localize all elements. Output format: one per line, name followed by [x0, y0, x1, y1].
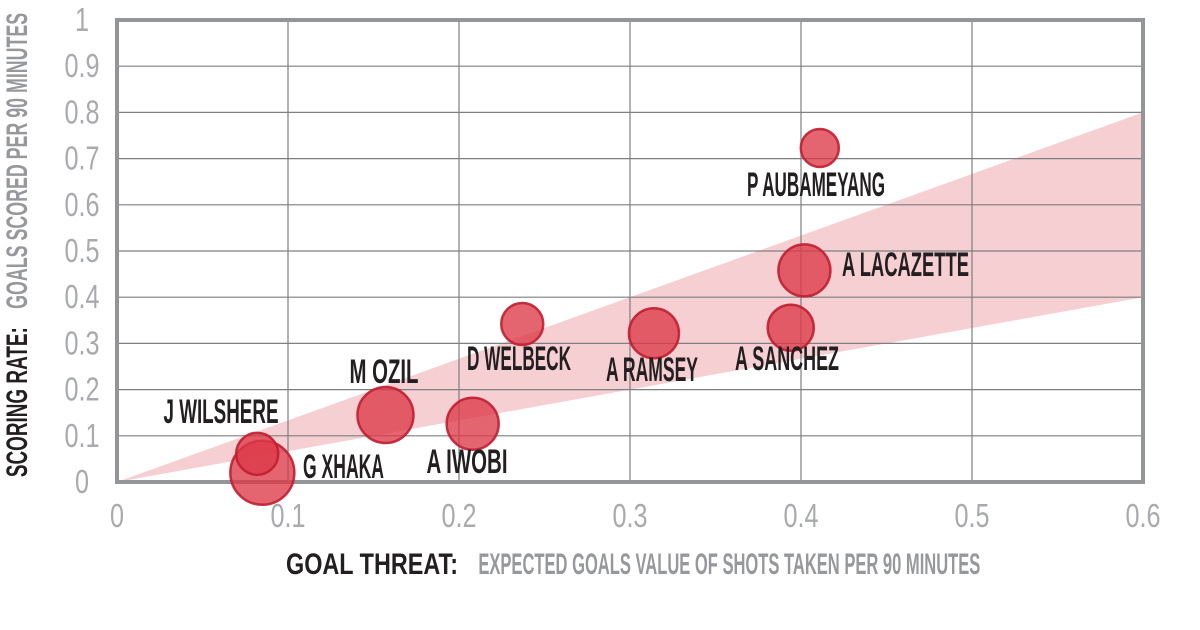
x-axis-title-strong: GOAL THREAT:: [286, 548, 458, 581]
x-tick-label: 0.3: [613, 497, 648, 534]
point-label-g-xhaka: G XHAKA: [303, 448, 384, 486]
x-tick-label: 0.1: [271, 497, 306, 534]
bubble-a-lacazette: [777, 243, 832, 298]
y-axis-tick-labels: 0 0.1 0.2 0.3 0.4 0.5 0.6 0.7 0.8 0.9 1: [65, 1, 100, 500]
x-tick-label: 0.4: [784, 497, 819, 534]
y-tick-label: 0.8: [65, 93, 100, 130]
bubble-p-aubameyang: [799, 127, 841, 169]
x-tick-label: 0: [110, 497, 124, 534]
y-axis-title: SCORING RATE: GOALS SCORED PER 90 MINUTE…: [1, 13, 34, 477]
y-tick-label: 0: [75, 463, 89, 500]
point-labels: G XHAKA J WILSHERE M OZIL A IWOBI D WELBECK A…: [164, 166, 970, 486]
y-axis-title-strong: SCORING RATE:: [1, 327, 34, 477]
data-points: [229, 127, 841, 507]
y-tick-label: 0.7: [65, 140, 100, 177]
bubble-j-wilshere: [234, 431, 280, 477]
x-tick-label: 0.5: [955, 497, 990, 534]
point-label-a-lacazette: A LACAZETTE: [842, 246, 969, 284]
x-tick-label: 0.6: [1126, 497, 1161, 534]
y-tick-label: 0.9: [65, 47, 100, 84]
y-tick-label: 0.3: [65, 324, 100, 361]
y-axis-title-rest: GOALS SCORED PER 90 MINUTES: [1, 13, 34, 309]
y-tick-label: 0.4: [65, 278, 100, 315]
x-tick-label: 0.2: [442, 497, 477, 534]
y-tick-label: 0.1: [65, 417, 100, 454]
point-label-d-welbeck: D WELBECK: [467, 340, 571, 378]
bubble-d-welbeck: [500, 301, 545, 347]
y-tick-label: 0.6: [65, 186, 100, 223]
point-label-p-aubameyang: P AUBAMEYANG: [747, 166, 885, 204]
point-label-a-ramsey: A RAMSEY: [606, 351, 698, 389]
y-tick-label: 0.2: [65, 371, 100, 408]
bubble-a-iwobi: [445, 396, 500, 452]
x-axis-tick-labels: 0 0.1 0.2 0.3 0.4 0.5 0.6: [110, 497, 1161, 534]
point-label-a-iwobi: A IWOBI: [427, 443, 508, 481]
y-tick-label: 1: [75, 1, 89, 38]
bubble-a-sanchez: [766, 303, 815, 352]
x-axis-title: GOAL THREAT: EXPECTED GOALS VALUE OF SHO…: [286, 548, 980, 581]
point-label-j-wilshere: J WILSHERE: [164, 393, 279, 431]
y-tick-label: 0.5: [65, 232, 100, 269]
point-label-a-sanchez: A SANCHEZ: [735, 340, 839, 378]
point-label-m-ozil: M OZIL: [350, 353, 419, 391]
bubble-m-ozil: [356, 385, 415, 445]
gridlines: [117, 20, 1143, 482]
bubble-a-ramsey: [627, 306, 681, 360]
plot-border: [115, 18, 1145, 484]
x-axis-title-rest: EXPECTED GOALS VALUE OF SHOTS TAKEN PER …: [478, 548, 980, 581]
